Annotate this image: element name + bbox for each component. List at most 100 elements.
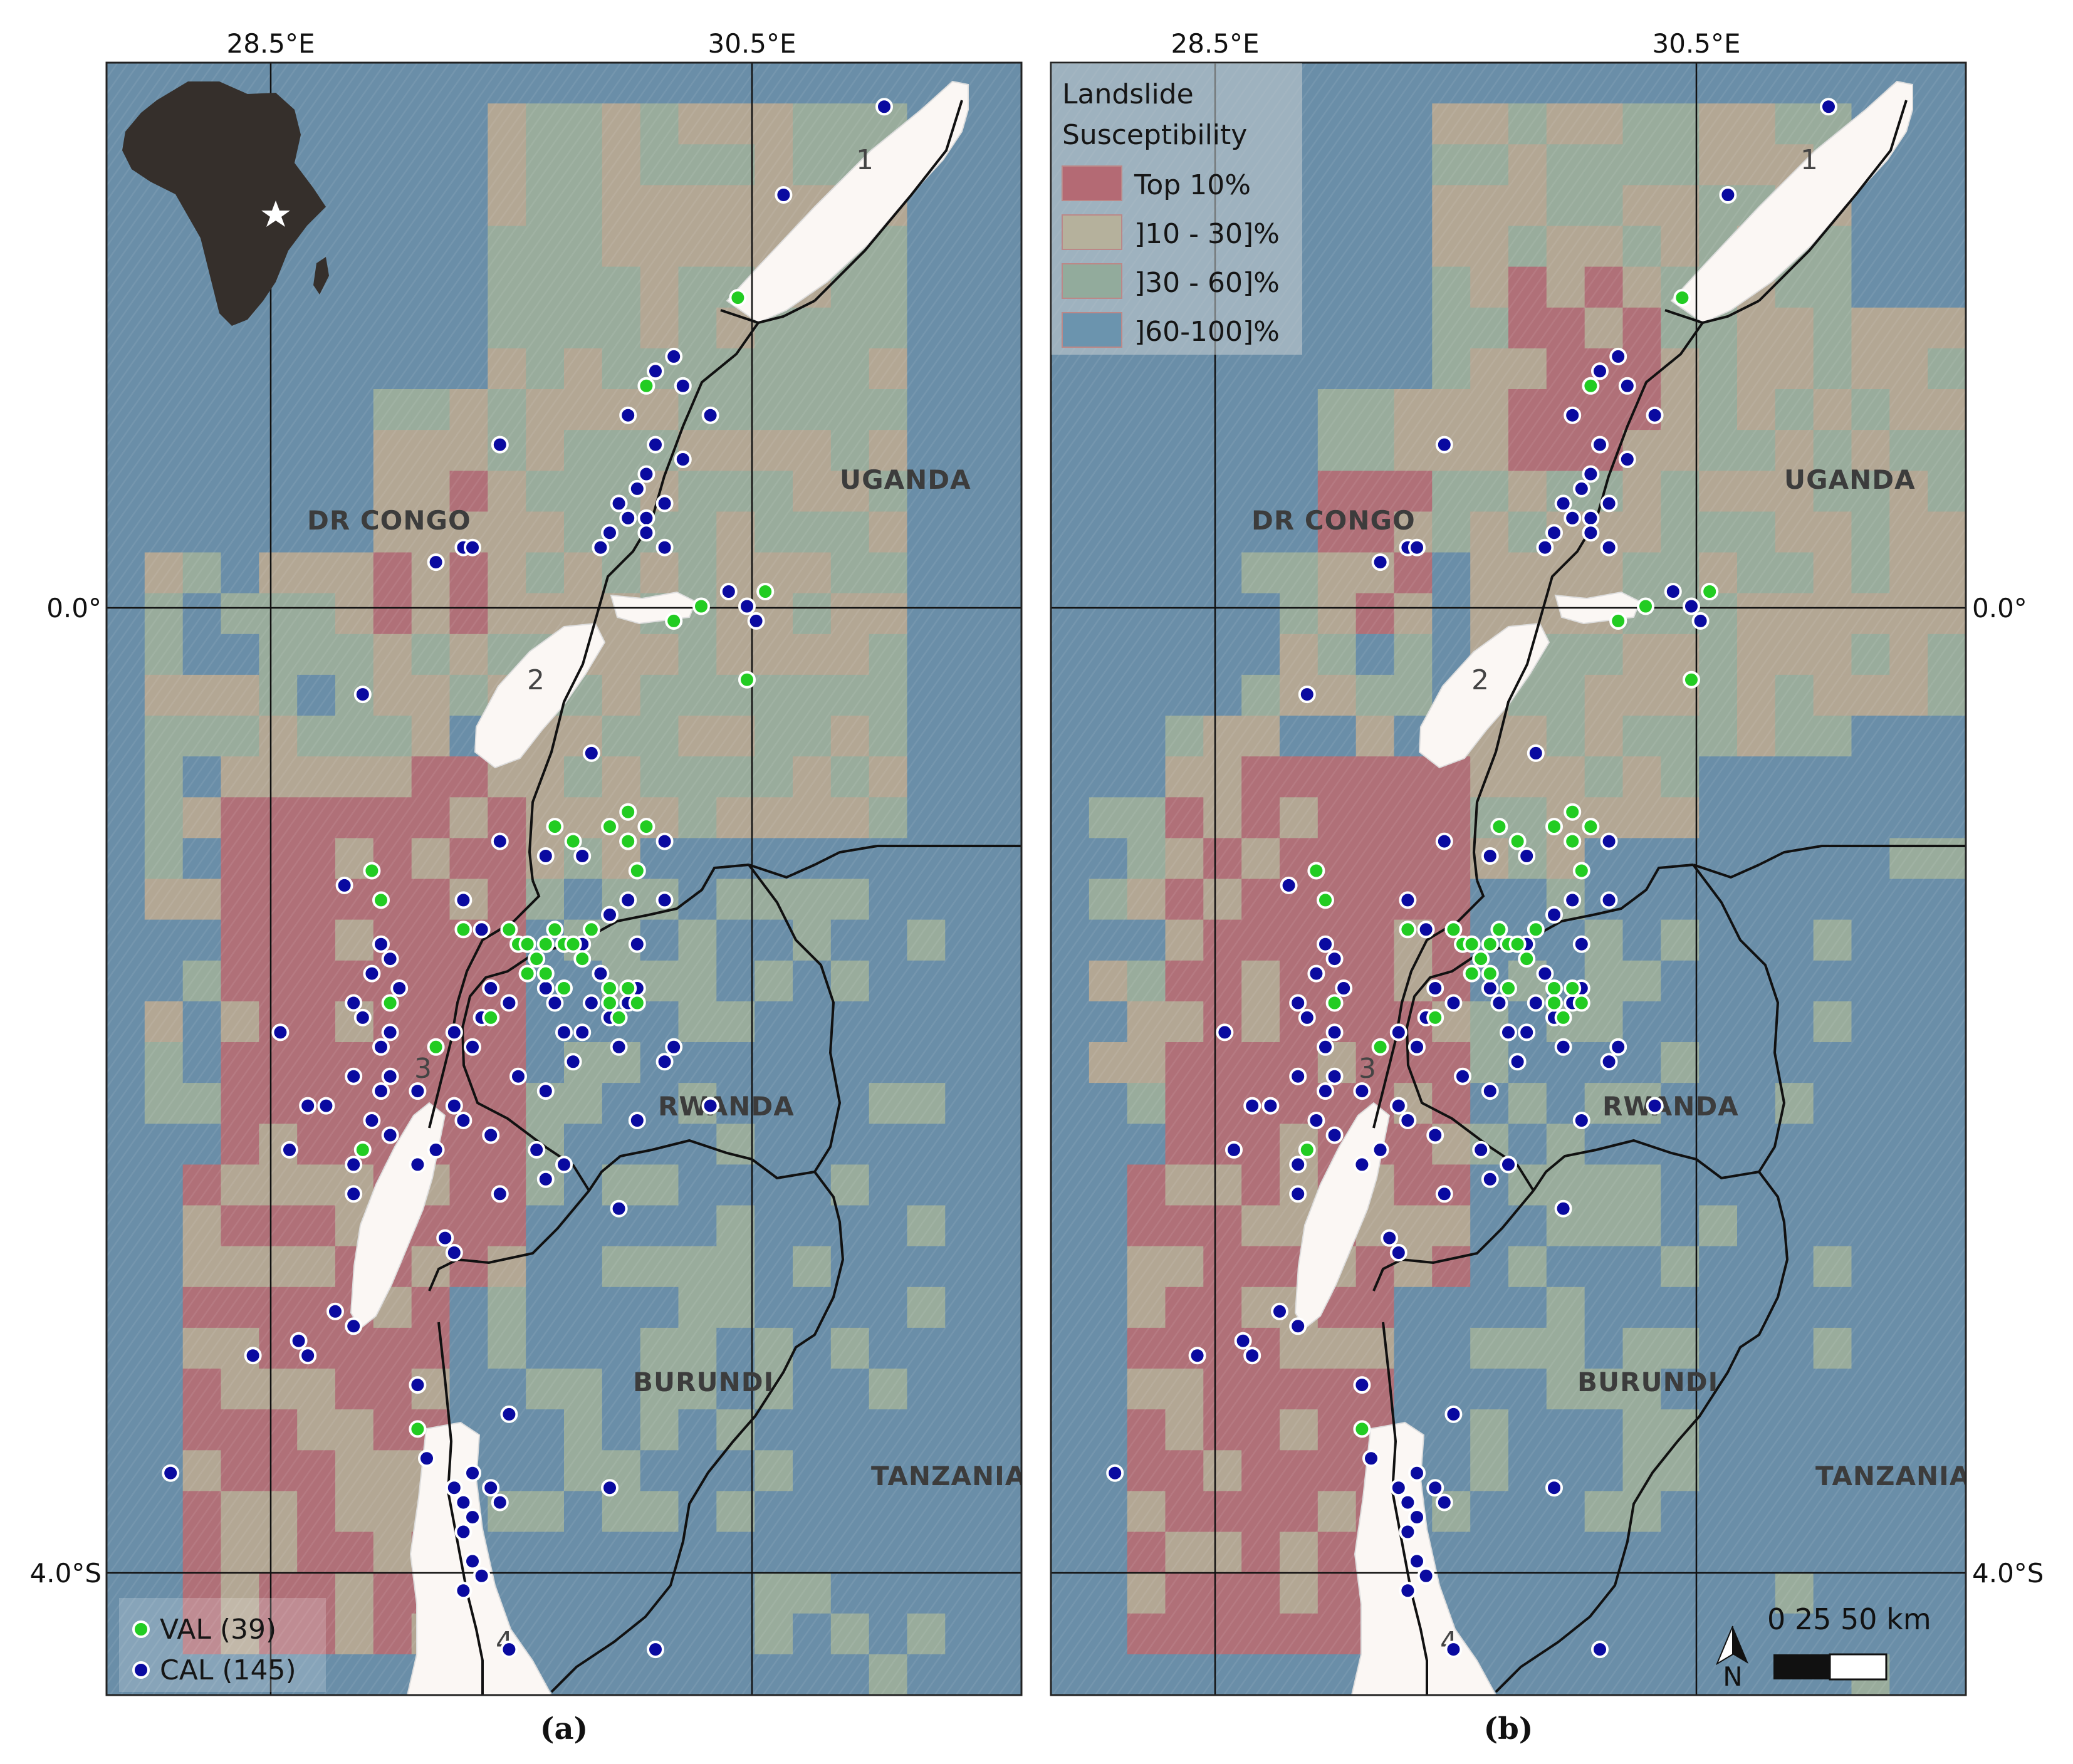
val-point xyxy=(601,818,619,836)
cal-point xyxy=(1572,935,1590,953)
cal-point xyxy=(601,524,619,542)
cal-point xyxy=(582,994,600,1012)
cal-point xyxy=(500,1405,518,1423)
cal-point xyxy=(464,1464,481,1482)
cal-point xyxy=(363,964,381,983)
val-point xyxy=(1572,862,1590,880)
cal-point xyxy=(409,1376,427,1394)
cal-point xyxy=(555,1156,573,1174)
cal-point xyxy=(619,891,637,909)
cal-point xyxy=(372,935,390,953)
val-point xyxy=(555,979,573,997)
cal-point xyxy=(601,905,619,924)
cal-point xyxy=(445,1023,463,1041)
val-point xyxy=(454,921,473,939)
val-point xyxy=(738,671,756,689)
legend-class-label: ]10 - 30]% xyxy=(1134,218,1280,250)
cal-point xyxy=(1609,347,1627,365)
cal-point xyxy=(1243,1097,1261,1115)
cal-point xyxy=(1664,583,1682,600)
cal-point xyxy=(1564,509,1582,527)
cal-point xyxy=(1280,876,1298,894)
country-label-tanzania: TANZANIA xyxy=(1815,1461,1970,1491)
cal-point xyxy=(1500,1023,1517,1041)
lon-label-left: 28.5°E xyxy=(1171,28,1259,59)
cal-point xyxy=(1325,1023,1344,1041)
val-point xyxy=(518,964,536,983)
val-point xyxy=(1582,377,1600,395)
cal-point xyxy=(1481,979,1499,997)
val-point xyxy=(381,994,399,1012)
cal-point xyxy=(445,1479,463,1497)
cal-point xyxy=(619,509,637,527)
cal-point xyxy=(1408,1508,1426,1527)
cal-point xyxy=(1417,921,1435,939)
cal-point xyxy=(1289,994,1307,1012)
lat-label-bottom: 4.0°S xyxy=(30,1558,102,1589)
cal-point xyxy=(1399,891,1417,909)
cal-point xyxy=(464,1038,481,1056)
cal-point xyxy=(655,494,674,513)
north-label: N xyxy=(1723,1661,1742,1692)
cal-point xyxy=(528,1140,546,1159)
val-point xyxy=(1444,921,1463,939)
val-point xyxy=(536,935,555,953)
cal-point xyxy=(1481,1082,1499,1100)
cal-point xyxy=(1371,1140,1389,1159)
cal-point xyxy=(473,921,491,939)
cal-point xyxy=(1426,1479,1444,1497)
val-point xyxy=(1582,818,1600,836)
cal-point xyxy=(381,1067,399,1085)
cal-point xyxy=(345,1156,363,1174)
cal-point xyxy=(1298,1008,1316,1026)
cal-point xyxy=(1353,1156,1371,1174)
north-arrow-half xyxy=(1733,1626,1748,1664)
cal-point xyxy=(1490,994,1508,1012)
africa-inset xyxy=(122,81,329,326)
cal-point xyxy=(1500,1156,1517,1174)
cal-point xyxy=(536,847,555,865)
cal-point xyxy=(1564,891,1582,909)
cal-point xyxy=(1389,1244,1407,1261)
cal-point xyxy=(1572,1112,1590,1129)
country-label-rwanda: RWANDA xyxy=(1602,1091,1739,1122)
val-point xyxy=(1481,964,1499,983)
val-point xyxy=(1307,862,1325,880)
landslide-points xyxy=(1106,98,1837,1659)
val-legend-label: VAL (39) xyxy=(160,1614,276,1646)
val-point xyxy=(363,862,381,880)
val-point xyxy=(1683,671,1700,689)
lon-label-left: 28.5°E xyxy=(226,28,315,59)
cal-point xyxy=(1408,538,1426,556)
cal-point xyxy=(647,436,664,454)
cal-point xyxy=(299,1097,317,1115)
cal-point xyxy=(390,979,409,997)
val-point xyxy=(1564,803,1582,821)
country-label-tanzania: TANZANIA xyxy=(871,1461,1026,1491)
cal-point xyxy=(610,1199,628,1218)
cal-point xyxy=(1691,612,1710,630)
cal-point xyxy=(1188,1347,1206,1365)
cal-point xyxy=(1545,905,1563,924)
cal-point xyxy=(1317,1082,1334,1100)
cal-point xyxy=(1646,1097,1664,1115)
val-legend-marker xyxy=(132,1620,150,1638)
cal-point xyxy=(1554,494,1572,513)
lake-number-3: 3 xyxy=(414,1053,432,1085)
cal-point xyxy=(335,876,353,894)
cal-point xyxy=(564,1053,582,1071)
cal-point xyxy=(647,1641,664,1659)
cal-point xyxy=(482,1126,500,1144)
val-point xyxy=(1637,597,1654,615)
cal-point xyxy=(1554,1038,1572,1056)
legend-box xyxy=(1052,63,1302,355)
country-label-uganda: UGANDA xyxy=(840,464,971,495)
cal-point xyxy=(1426,1126,1444,1144)
cal-point xyxy=(1261,1097,1280,1115)
cal-point xyxy=(500,1641,518,1659)
cal-point xyxy=(1582,465,1600,483)
hillshade xyxy=(107,63,1021,1695)
val-point xyxy=(500,921,518,939)
cal-point xyxy=(1719,186,1737,204)
val-point xyxy=(564,935,582,953)
